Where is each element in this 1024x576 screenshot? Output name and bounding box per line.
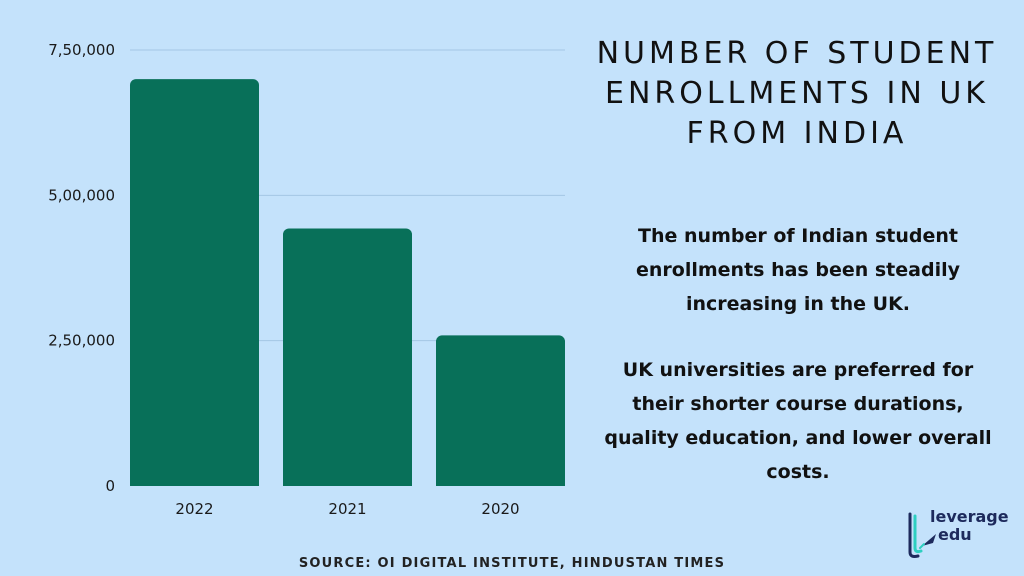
x-tick-label: 2020 <box>481 500 519 518</box>
bar-chart: 0 2,50,000 5,00,000 7,50,000 2022 2021 2020 <box>48 41 565 518</box>
chart-title: NUMBER OF STUDENT ENROLLMENTS IN UK FROM… <box>596 36 998 151</box>
leverage-edu-logo-mark <box>908 512 936 558</box>
leverage-edu-logo: leverage edu <box>906 506 1016 562</box>
bar-2020 <box>436 335 565 486</box>
rocket-icon <box>919 534 936 549</box>
description-paragraph-2: UK universities are preferred for their … <box>604 359 992 483</box>
bars <box>130 79 565 487</box>
y-tick-label: 5,00,000 <box>48 186 115 204</box>
bar-2021 <box>283 228 412 486</box>
axis-labels: 0 2,50,000 5,00,000 7,50,000 2022 2021 2020 <box>48 41 519 518</box>
y-tick-label: 2,50,000 <box>48 332 115 350</box>
bar-base-2022 <box>130 478 259 486</box>
source-note: SOURCE: OI DIGITAL INSTITUTE, HINDUSTAN … <box>298 556 726 571</box>
x-tick-label: 2021 <box>328 500 366 518</box>
bar-base-2020 <box>436 478 565 486</box>
logo-text-line1: leverage <box>930 507 1009 526</box>
y-tick-label: 0 <box>105 477 115 495</box>
logo-text-line2: edu <box>938 525 972 544</box>
x-tick-label: 2022 <box>175 500 213 518</box>
description-paragraph-1: The number of Indian student enrollments… <box>636 225 960 315</box>
bar-base-2021 <box>283 478 412 486</box>
logo-text: leverage edu <box>930 508 1009 544</box>
y-tick-label: 7,50,000 <box>48 41 115 59</box>
bar-2022 <box>130 79 259 487</box>
